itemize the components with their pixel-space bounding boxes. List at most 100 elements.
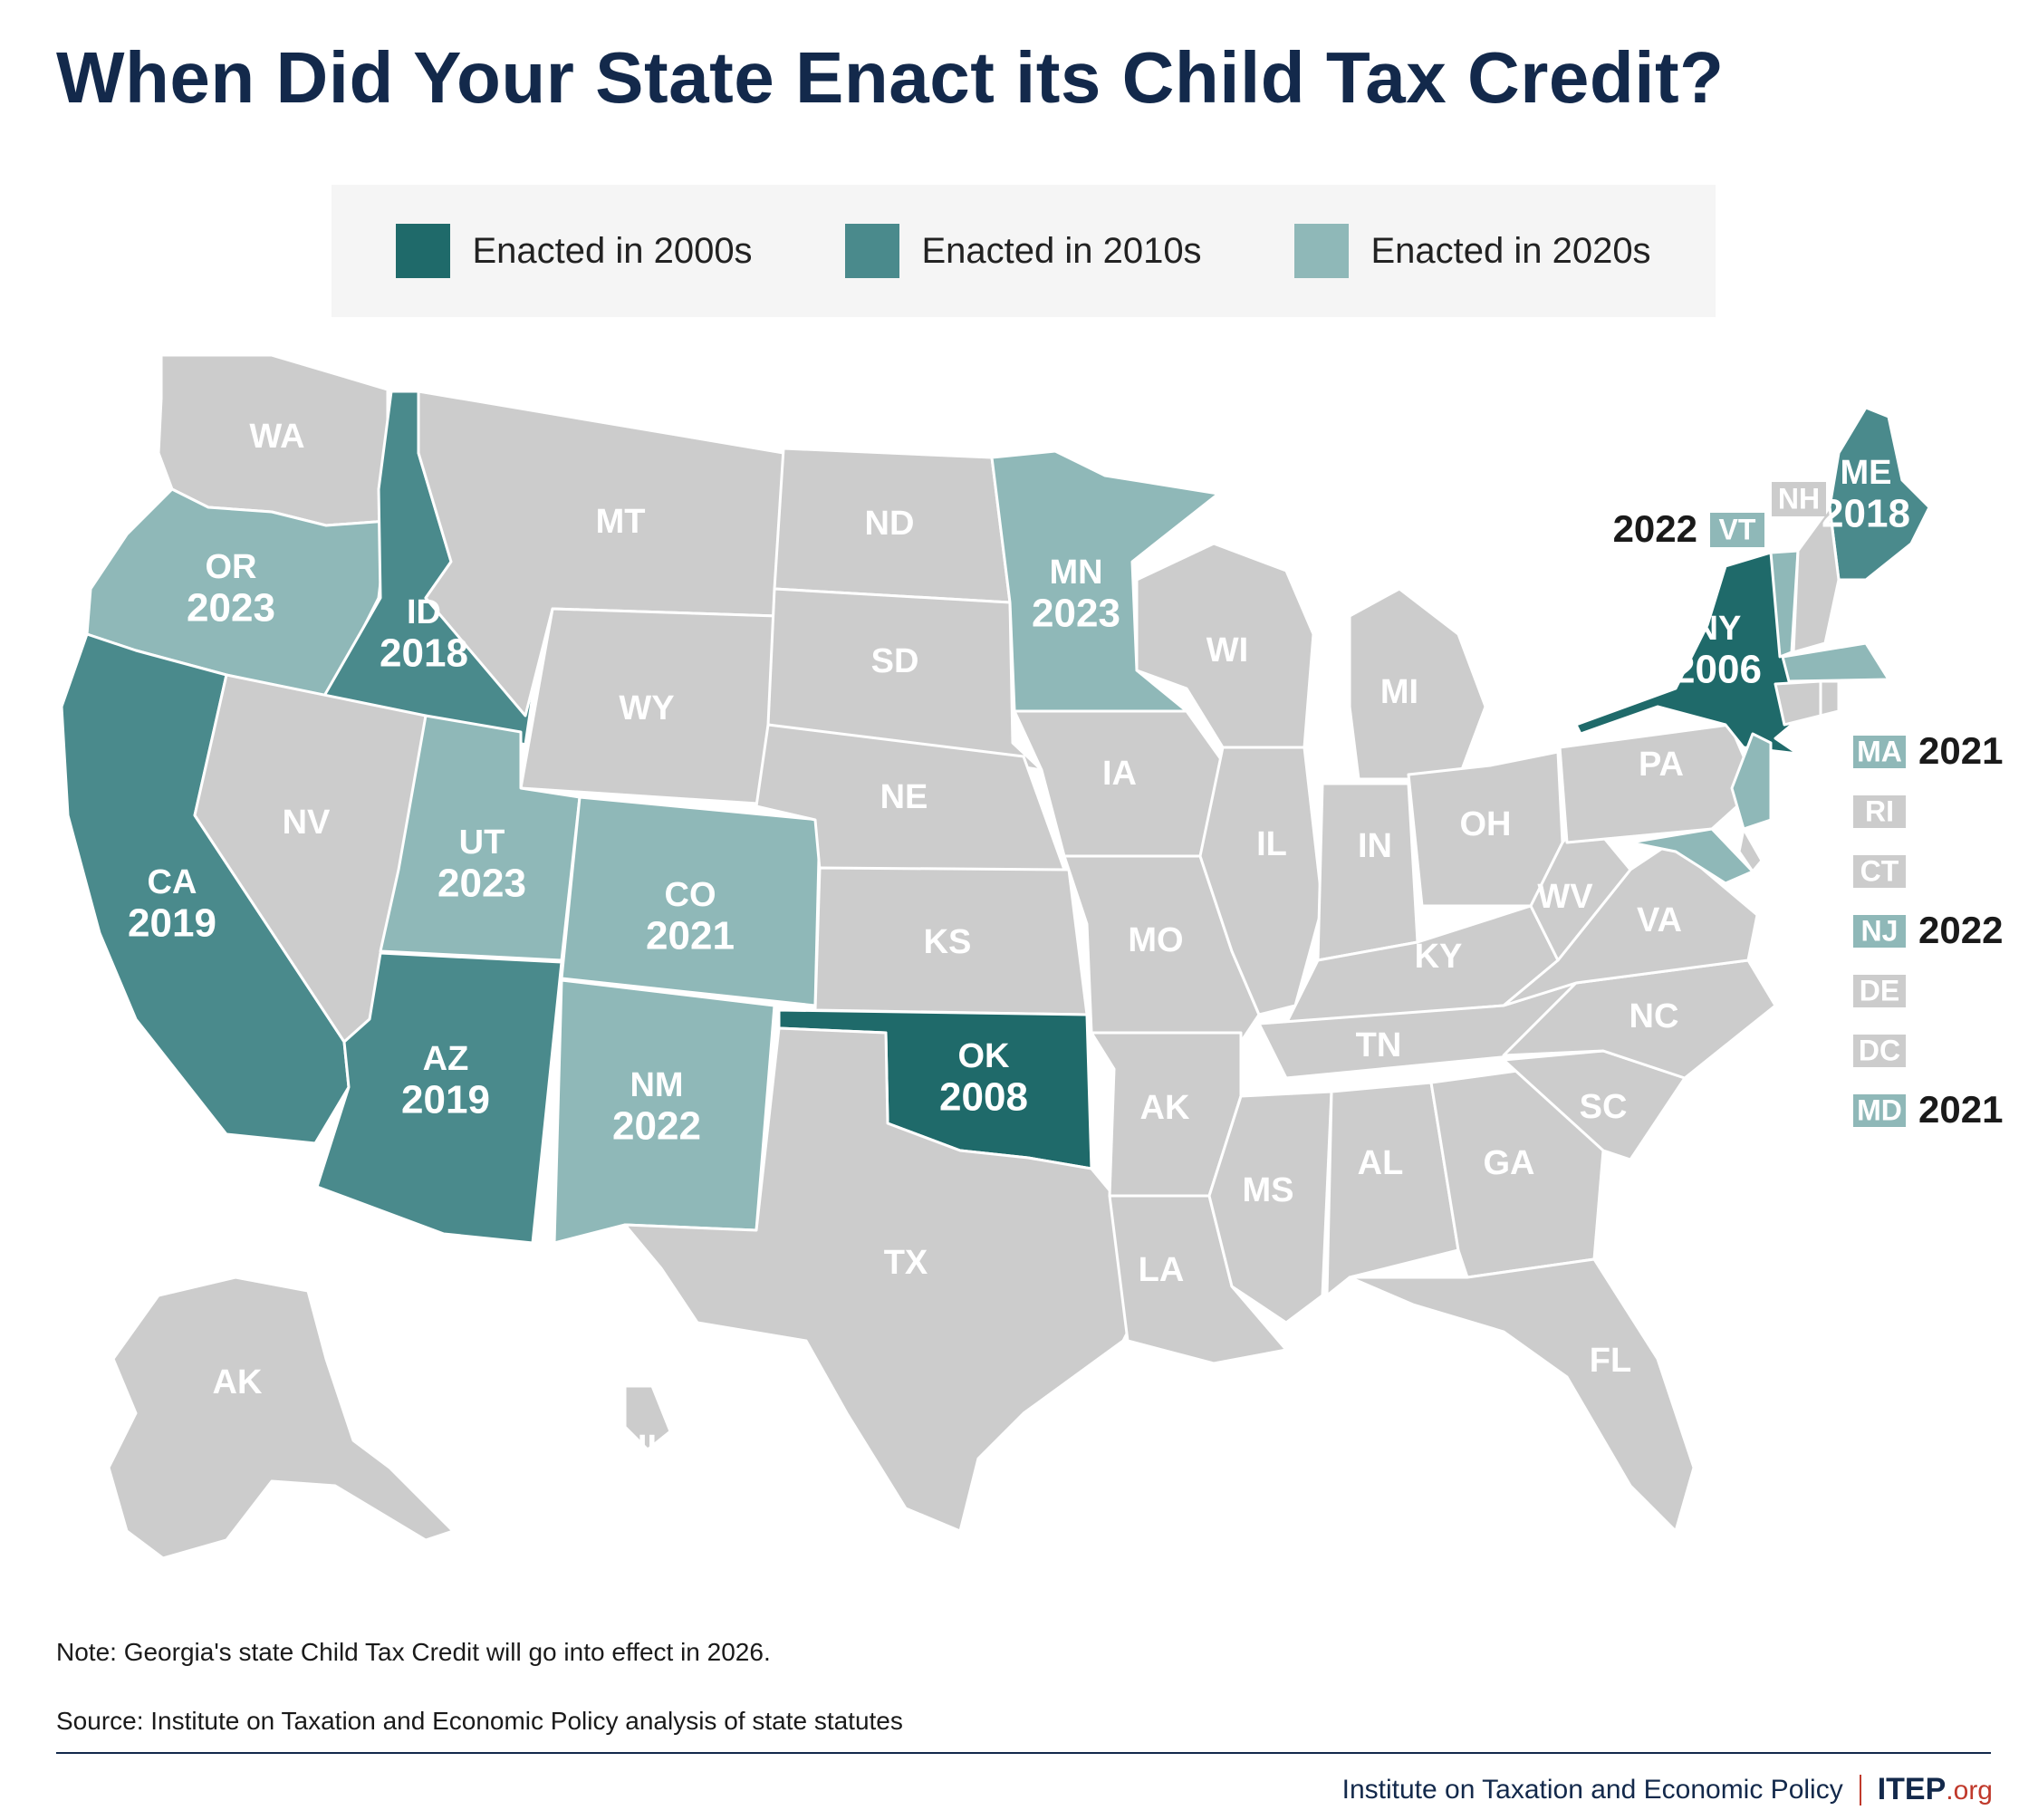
state-year-ca: 2019 <box>128 901 216 946</box>
state-label-nd: ND <box>865 505 915 543</box>
callout-label-md: MD <box>1857 1093 1902 1126</box>
state-sd <box>766 587 1043 772</box>
state-year-ut: 2023 <box>437 862 526 906</box>
state-az <box>315 951 563 1245</box>
state-year-id: 2018 <box>380 631 468 676</box>
state-label-ga: GA <box>1484 1144 1535 1182</box>
state-labels-layer: WAOR2023CA2019ID2018NVMTWYUT2023AZ2019CO… <box>128 418 1910 1467</box>
state-label-in: IN <box>1358 827 1392 865</box>
state-label-ca: CA <box>148 863 197 901</box>
state-label-ut: UT <box>459 823 505 862</box>
legend-item-2000s: Enacted in 2000s <box>396 224 753 278</box>
state-mi <box>1348 587 1487 781</box>
legend-item-2020s: Enacted in 2020s <box>1294 224 1651 278</box>
state-ak <box>107 1276 455 1560</box>
callout-box-ri <box>1853 795 1906 828</box>
callouts-layer: VT 2022 NH MA 2021 RI CT NJ 2022 DE DC MD 2021 <box>1613 482 2003 1131</box>
legend-swatch-2010s <box>845 224 900 278</box>
state-year-co: 2021 <box>646 914 735 958</box>
source-text: Source: Institute on Taxation and Econom… <box>56 1707 903 1735</box>
state-label-sc: SC <box>1580 1088 1628 1126</box>
state-label-nc: NC <box>1629 997 1679 1035</box>
callout-box-nj <box>1853 915 1906 948</box>
state-nj <box>1730 732 1773 831</box>
callout-label-ri: RI <box>1865 794 1894 827</box>
state-in <box>1316 782 1419 962</box>
callout-year-vt: 2022 <box>1613 507 1697 550</box>
page-title: When Did Your State Enact its Child Tax … <box>56 37 1725 118</box>
state-year-ok: 2008 <box>939 1075 1028 1120</box>
callout-box-de <box>1853 975 1906 1007</box>
state-al <box>1325 1081 1460 1297</box>
state-label-nv: NV <box>283 804 331 842</box>
callout-box-md <box>1853 1094 1906 1127</box>
state-ma <box>1781 641 1890 683</box>
callout-label-vt: VT <box>1719 513 1756 545</box>
legend: Enacted in 2000s Enacted in 2010s Enacte… <box>332 185 1716 317</box>
state-label-wa: WA <box>249 418 304 456</box>
state-label-mt: MT <box>596 503 646 541</box>
callout-year-nj: 2022 <box>1918 909 2003 951</box>
state-label-va: VA <box>1637 901 1682 939</box>
state-label-mo: MO <box>1128 921 1183 959</box>
state-label-or: OR <box>206 548 257 586</box>
state-label-ny: NY <box>1694 610 1742 648</box>
state-label-me: ME <box>1841 454 1892 492</box>
legend-swatch-2000s <box>396 224 451 278</box>
state-label-ne: NE <box>880 778 928 816</box>
state-label-oh: OH <box>1460 805 1512 843</box>
itep-logo: ITEP.org <box>1878 1772 1993 1807</box>
state-label-la: LA <box>1139 1251 1185 1289</box>
state-il <box>1198 746 1324 1016</box>
state-year-me: 2018 <box>1822 492 1910 536</box>
state-label-id: ID <box>407 593 441 631</box>
state-label-sd: SD <box>871 642 919 680</box>
callout-label-de: DE <box>1860 974 1899 1006</box>
callout-box-ct <box>1853 855 1906 888</box>
state-label-ok: OK <box>958 1037 1011 1075</box>
state-label-ar: AK <box>1140 1089 1190 1127</box>
callout-label-nj: NJ <box>1861 914 1899 947</box>
state-label-fl: FL <box>1590 1342 1631 1380</box>
callout-year-md: 2021 <box>1918 1088 2003 1131</box>
state-label-tx: TX <box>884 1244 928 1282</box>
state-ct <box>1774 679 1822 727</box>
callout-year-ma: 2021 <box>1918 729 2003 772</box>
state-hi <box>623 1384 672 1451</box>
state-md <box>1629 827 1754 885</box>
state-ny <box>1574 551 1804 756</box>
legend-label-2010s: Enacted in 2010s <box>921 230 1202 271</box>
state-mn <box>990 449 1220 713</box>
state-label-il: IL <box>1256 825 1287 863</box>
itep-logo-suffix: .org <box>1946 1776 1993 1806</box>
state-label-pa: PA <box>1639 746 1684 784</box>
state-label-wy: WY <box>619 689 674 727</box>
legend-label-2020s: Enacted in 2020s <box>1370 230 1651 271</box>
footer-divider <box>56 1752 1991 1754</box>
callout-label-dc: DC <box>1859 1034 1900 1066</box>
state-fl <box>1348 1257 1696 1533</box>
state-year-ny: 2006 <box>1673 648 1762 692</box>
state-pa <box>1558 723 1759 844</box>
callout-box-dc <box>1853 1035 1906 1067</box>
callout-box-ma <box>1853 736 1906 768</box>
state-ri <box>1819 679 1841 717</box>
itep-logo-main: ITEP <box>1877 1772 1947 1806</box>
state-label-mi: MI <box>1380 673 1418 711</box>
state-year-mn: 2023 <box>1032 592 1120 636</box>
state-year-or: 2023 <box>187 586 275 631</box>
callout-label-ma: MA <box>1857 735 1902 767</box>
state-label-wv: WV <box>1537 878 1593 916</box>
footer-separator <box>1859 1774 1861 1806</box>
state-year-nm: 2022 <box>612 1104 701 1149</box>
state-label-hi: HI <box>622 1429 657 1467</box>
legend-label-2000s: Enacted in 2000s <box>472 230 753 271</box>
state-wv <box>1529 814 1632 962</box>
state-label-mn: MN <box>1049 554 1102 592</box>
footer-org-name: Institute on Taxation and Economic Polic… <box>1341 1774 1843 1805</box>
state-label-ms: MS <box>1243 1171 1294 1209</box>
state-label-ak: AK <box>213 1363 263 1401</box>
state-label-wi: WI <box>1206 631 1248 669</box>
state-label-ia: IA <box>1102 755 1137 793</box>
